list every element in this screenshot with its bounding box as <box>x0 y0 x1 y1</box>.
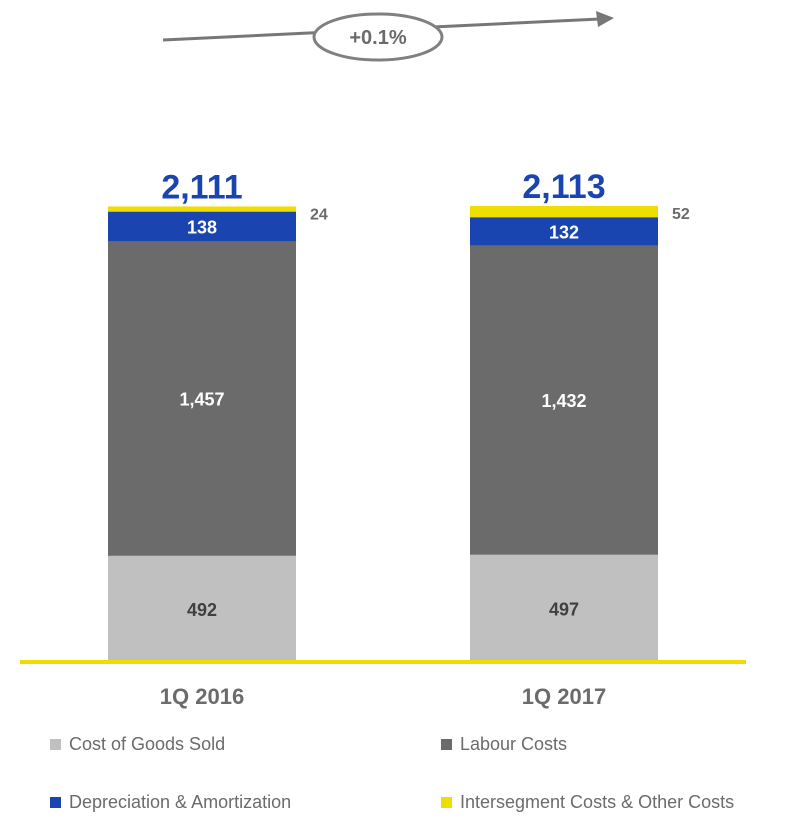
bar-label-depreciation: 138 <box>187 218 217 238</box>
bar-label-intersegment: 24 <box>310 206 328 223</box>
bar-segment-labour <box>108 241 296 556</box>
bar-label-cogs: 492 <box>187 600 217 620</box>
bar-label-depreciation: 132 <box>549 222 579 242</box>
growth-arrow-head-icon <box>596 11 614 27</box>
x-tick-label: 1Q 2017 <box>522 684 606 709</box>
bar-total-label: 2,111 <box>161 168 242 206</box>
bar-label-labour: 1,432 <box>541 391 586 411</box>
bar-segment-cogs <box>108 555 296 662</box>
growth-label: +0.1% <box>349 27 406 49</box>
bar-label-cogs: 497 <box>549 599 579 619</box>
growth-indicator: +0.1% <box>162 11 614 62</box>
bar-segment-intersegment <box>470 206 658 218</box>
bar-label-intersegment: 52 <box>672 206 690 223</box>
bar-label-labour: 1,457 <box>179 390 224 410</box>
x-tick-label: 1Q 2016 <box>160 684 244 709</box>
growth-ellipse <box>312 12 444 62</box>
bar-segment-labour <box>470 245 658 555</box>
bar-segment-cogs <box>470 554 658 662</box>
bar-segment-depreciation <box>108 211 296 242</box>
category-labels: 1Q 2016 1Q 2017 <box>160 684 606 709</box>
bar-segment-depreciation <box>470 217 658 246</box>
bars-group: 492 1,457 138 24 2,111 497 1,432 132 52 2,113 <box>108 168 690 662</box>
bar-total-label: 2,113 <box>522 168 605 206</box>
bar-segment-intersegment <box>108 206 296 212</box>
